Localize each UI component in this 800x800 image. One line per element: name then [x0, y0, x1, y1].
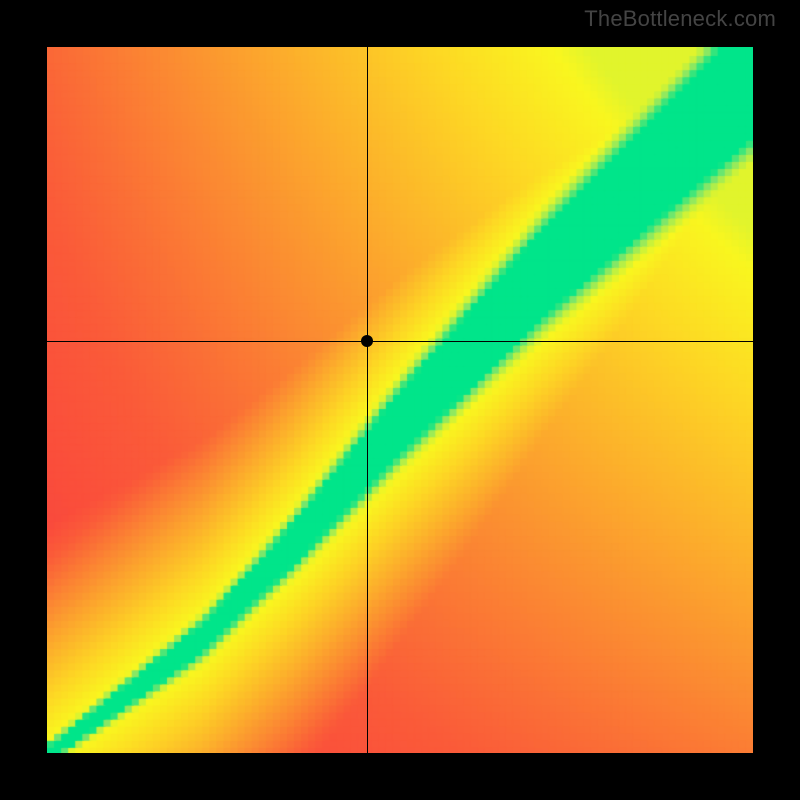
- plot-area: [47, 47, 753, 753]
- heatmap-canvas: [47, 47, 753, 753]
- crosshair-vertical: [367, 47, 368, 753]
- crosshair-marker: [361, 335, 373, 347]
- crosshair-horizontal: [47, 341, 753, 342]
- watermark-text: TheBottleneck.com: [584, 6, 776, 32]
